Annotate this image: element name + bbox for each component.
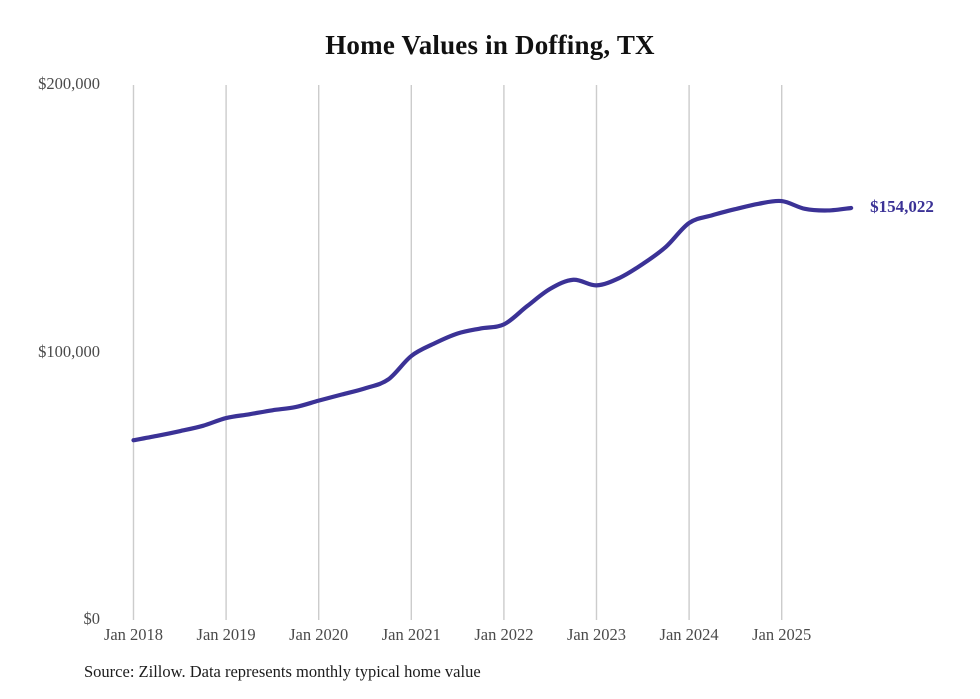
x-axis-tick-label: Jan 2018 (103, 625, 164, 644)
x-axis-tick-label: Jan 2024 (659, 625, 719, 644)
y-axis-tick-label: $200,000 (38, 74, 100, 93)
value-line-series (131, 198, 854, 443)
x-axis-tick-label: Jan 2021 (381, 625, 441, 644)
end-value-annotation: $154,022 (870, 196, 934, 216)
gridlines (132, 85, 783, 620)
y-axis-tick-label: $0 (83, 609, 101, 628)
chart-title: Home Values in Doffing, TX (325, 30, 655, 60)
x-axis-tick-label: Jan 2020 (289, 625, 349, 644)
x-axis-tick-label: Jan 2023 (566, 625, 627, 644)
y-axis-tick-label: $100,000 (38, 341, 100, 361)
x-axis-tick-label: Jan 2019 (196, 625, 256, 644)
x-axis-tick-label: Jan 2025 (752, 625, 812, 644)
source-note: Source: Zillow. Data represents monthly … (84, 662, 481, 681)
x-axis-tick-label: Jan 2022 (474, 625, 534, 644)
